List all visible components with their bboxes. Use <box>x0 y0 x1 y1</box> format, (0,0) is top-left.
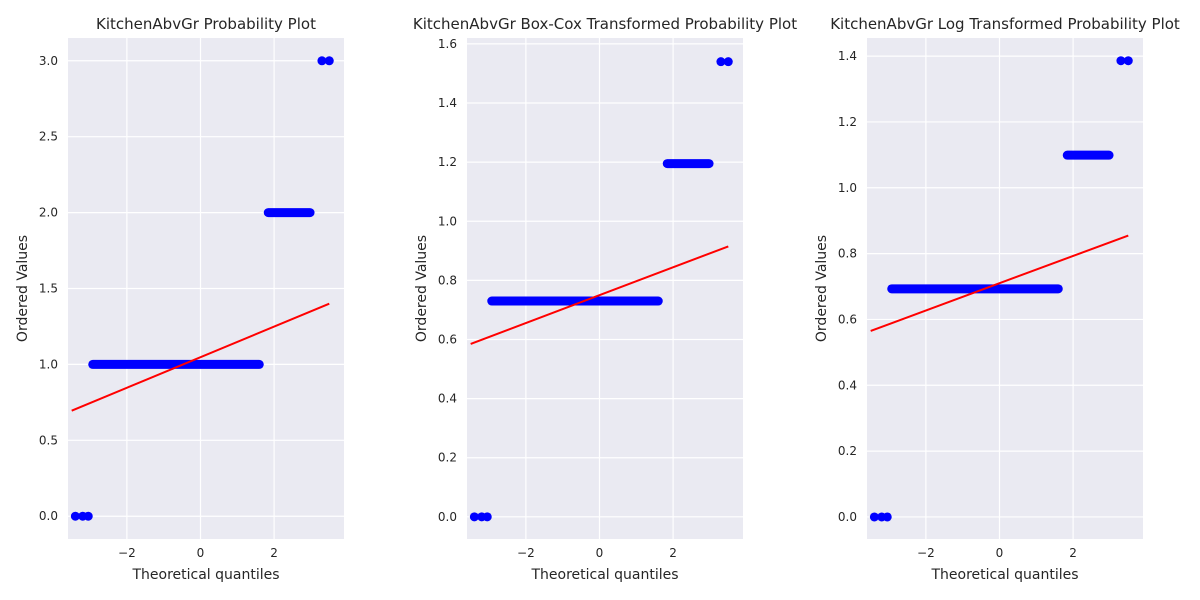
y-tick-label: 0.0 <box>438 510 457 524</box>
x-tick-label: 2 <box>270 546 278 560</box>
data-point <box>869 512 879 522</box>
y-tick-label: 0.0 <box>39 509 58 523</box>
x-tick-label: 2 <box>669 546 677 560</box>
x-tick-label: −2 <box>118 546 136 560</box>
y-tick-label: 0.2 <box>838 444 857 458</box>
plot-1: −2 0 2 0.0 0.5 1.0 1.5 2.0 2.5 3.0 KitchenAbvGr Pr… <box>15 15 344 583</box>
y-tick-label: 0.8 <box>438 273 457 287</box>
x-tick-label: 0 <box>996 546 1004 560</box>
data-point <box>482 512 492 522</box>
y-tick-label: 1.0 <box>838 181 857 195</box>
y-axis-label: Ordered Values <box>15 235 31 342</box>
gridlines <box>68 38 344 539</box>
x-axis-label: Theoretical quantiles <box>930 567 1078 583</box>
data-point <box>83 511 93 521</box>
y-tick-label: 0.4 <box>438 392 457 406</box>
y-tick-label: 1.4 <box>838 49 857 63</box>
data-point <box>882 512 892 522</box>
data-point <box>70 511 80 521</box>
fit-line <box>470 245 729 345</box>
plot-area <box>467 38 743 539</box>
y-tick-label: 2.5 <box>39 130 58 144</box>
data-point-cluster <box>263 208 315 218</box>
plot-2: −2 0 2 0.0 0.2 0.4 0.6 0.8 1.0 1.2 1.4 1.6 KitchenAb… <box>413 15 797 583</box>
y-tick-label: 0.4 <box>838 378 857 392</box>
data-point-cluster <box>487 296 663 306</box>
y-tick-label: 0.2 <box>438 451 457 465</box>
data-point-cluster <box>88 359 264 369</box>
x-axis-label: Theoretical quantiles <box>530 567 678 583</box>
y-tick-label: 1.6 <box>438 37 457 51</box>
y-tick-label: 1.4 <box>438 96 457 110</box>
data-point <box>324 56 334 66</box>
chart-title: KitchenAbvGr Box-Cox Transformed Probabi… <box>413 15 797 33</box>
fit-line <box>870 234 1129 332</box>
y-tick-label: 1.0 <box>39 357 58 371</box>
chart-title: KitchenAbvGr Probability Plot <box>96 15 316 33</box>
y-tick-label: 1.2 <box>838 115 857 129</box>
y-tick-label: 0.6 <box>438 332 457 346</box>
x-tick-label: 2 <box>1069 546 1077 560</box>
data-point-cluster <box>662 159 714 169</box>
y-tick-label: 1.2 <box>438 155 457 169</box>
fit-line <box>71 302 330 412</box>
y-tick-label: 1.5 <box>39 282 58 296</box>
data-point-cluster <box>887 284 1063 294</box>
x-tick-label: −2 <box>517 546 535 560</box>
y-axis-label: Ordered Values <box>414 235 430 342</box>
data-point <box>317 56 327 66</box>
data-point <box>723 57 733 67</box>
y-tick-label: 0.0 <box>838 510 857 524</box>
data-point-cluster <box>1062 150 1114 160</box>
plot-3: −2 0 2 0.0 0.2 0.4 0.6 0.8 1.0 1.2 1.4 KitchenAbvGr… <box>814 15 1180 583</box>
data-point <box>1123 56 1133 66</box>
data-point <box>1116 56 1126 66</box>
y-tick-label: 0.6 <box>838 312 857 326</box>
x-tick-label: 0 <box>197 546 205 560</box>
y-axis-label: Ordered Values <box>814 235 830 342</box>
x-axis-label: Theoretical quantiles <box>131 567 279 583</box>
x-tick-label: −2 <box>917 546 935 560</box>
y-tick-label: 3.0 <box>39 54 58 68</box>
y-tick-label: 1.0 <box>438 214 457 228</box>
data-point <box>716 57 726 67</box>
y-tick-label: 2.0 <box>39 206 58 220</box>
x-tick-label: 0 <box>596 546 604 560</box>
chart-title: KitchenAbvGr Log Transformed Probability… <box>830 15 1180 33</box>
data-point <box>469 512 479 522</box>
y-tick-label: 0.5 <box>39 433 58 447</box>
y-tick-label: 0.8 <box>838 247 857 261</box>
